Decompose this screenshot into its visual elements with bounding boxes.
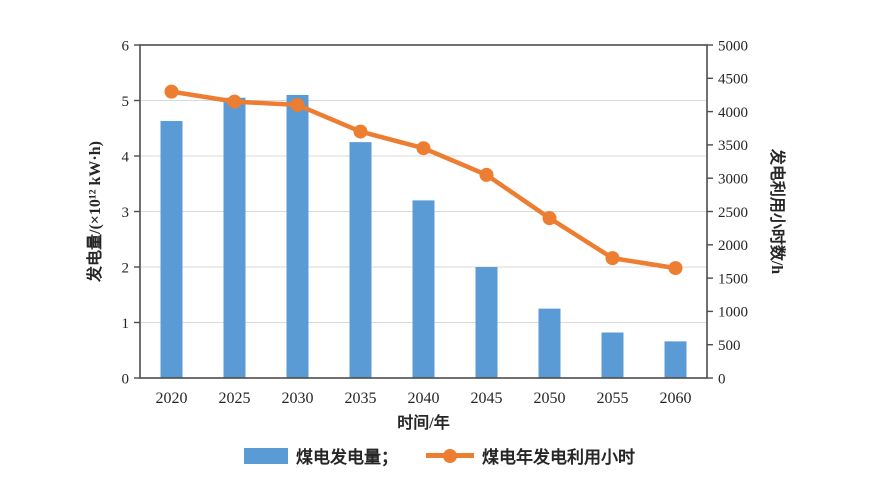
- left-tick-label: 2: [122, 260, 130, 276]
- x-tick-label: 2055: [597, 390, 629, 407]
- left-tick-label: 3: [122, 205, 130, 221]
- right-tick-label: 500: [718, 338, 741, 354]
- line-marker-2040: [416, 141, 431, 156]
- left-axis-title: 发电量/(×10¹² kW·h): [85, 141, 104, 283]
- bar-2045: [475, 267, 498, 378]
- left-tick-label: 4: [122, 149, 130, 165]
- bar-2040: [412, 200, 435, 378]
- line-series: [164, 84, 683, 276]
- bar-2025: [223, 97, 246, 378]
- bar-2035: [349, 142, 372, 378]
- line-marker-2045: [479, 167, 494, 182]
- bar-2050: [538, 308, 561, 378]
- chart-legend: 煤电发电量； 煤电年发电利用小时: [0, 443, 879, 468]
- bar-2020: [160, 121, 183, 378]
- right-tick-label: 3500: [718, 138, 748, 154]
- right-tick-label: 4000: [718, 105, 748, 121]
- right-axis-title: 发电利用小时数/h: [768, 148, 787, 274]
- x-tick-label: 2025: [219, 390, 251, 407]
- x-tick-label: 2030: [282, 390, 314, 407]
- line-marker-2025: [227, 94, 242, 109]
- bar-2060: [664, 341, 687, 378]
- x-tick-label: 2040: [408, 390, 440, 407]
- x-tick-label: 2035: [345, 390, 377, 407]
- line-marker-2050: [542, 211, 557, 226]
- legend-label-line-series: 煤电年发电利用小时: [482, 448, 635, 467]
- left-tick-label: 1: [122, 316, 130, 332]
- right-tick-label: 0: [718, 371, 726, 387]
- line-marker-2035: [353, 124, 368, 139]
- right-tick-label: 2000: [718, 238, 748, 254]
- line-marker-2030: [290, 97, 305, 112]
- right-tick-label: 1000: [718, 305, 748, 321]
- x-axis-title: 时间/年: [397, 413, 449, 432]
- legend-label-bar-series: 煤电发电量；: [296, 448, 398, 467]
- legend-item-line-series: 煤电年发电利用小时: [426, 443, 635, 468]
- bar-2055: [601, 332, 624, 378]
- right-tick-label: 5000: [718, 38, 748, 54]
- right-tick-label: 2500: [718, 205, 748, 221]
- left-tick-label: 6: [122, 38, 130, 54]
- left-tick-label: 0: [122, 371, 130, 387]
- line-marker-2060: [668, 261, 683, 276]
- line-marker-2055: [605, 251, 620, 266]
- right-axis: 0 500 1000 1500 2000 2500 3000 3500 4000 4500 5000: [707, 38, 748, 387]
- x-tick-label: 2060: [660, 390, 692, 407]
- bar-2030: [286, 94, 309, 378]
- x-axis: 2020 2025 2030 2035 2040 2045 2050 2055 2060: [156, 390, 692, 407]
- line-marker-2020: [164, 84, 179, 99]
- x-tick-label: 2020: [156, 390, 188, 407]
- bar-series: [160, 94, 687, 378]
- line-marker-icon: [443, 448, 457, 463]
- right-tick-label: 4500: [718, 72, 748, 88]
- right-tick-label: 1500: [718, 271, 748, 287]
- line-series-swatch-icon: [426, 448, 474, 463]
- right-tick-label: 3000: [718, 171, 748, 187]
- x-tick-label: 2045: [471, 390, 503, 407]
- x-tick-label: 2050: [534, 390, 566, 407]
- bar-series-swatch-icon: [244, 447, 288, 464]
- left-axis: 0 1 2 3 4 5 6: [122, 38, 140, 387]
- legend-item-bar-series: 煤电发电量；: [244, 443, 398, 468]
- left-tick-label: 5: [122, 94, 130, 110]
